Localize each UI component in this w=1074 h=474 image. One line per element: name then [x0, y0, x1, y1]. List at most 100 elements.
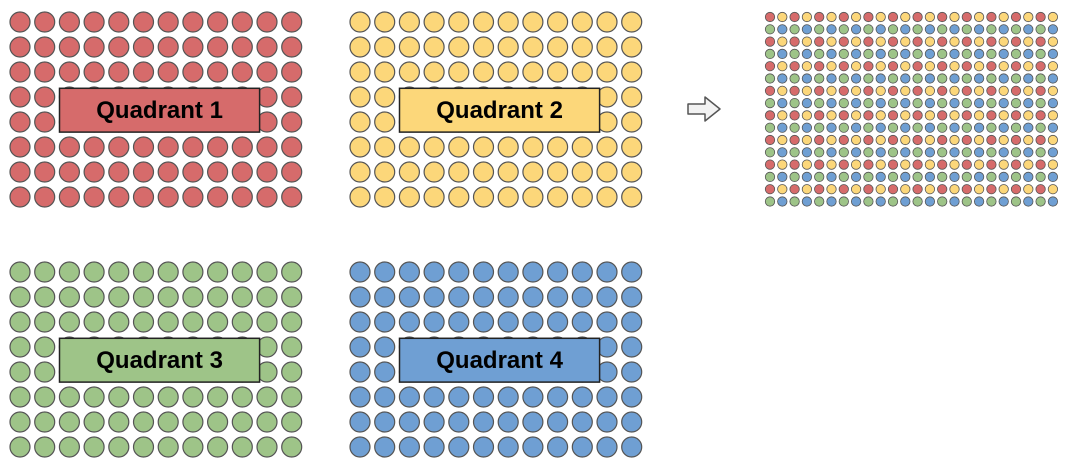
merged-dot: [887, 159, 899, 170]
merged-dot: [961, 196, 972, 207]
merged-dot: [850, 196, 862, 207]
quadrant-1-dot: [9, 111, 31, 133]
merged-dot: [900, 147, 911, 158]
quadrant-2-dot: [621, 61, 643, 83]
merged-dot: [777, 48, 788, 60]
merged-dot: [838, 73, 849, 84]
quadrant-3-dot: [281, 386, 303, 408]
quadrant-1-dot: [207, 186, 229, 208]
quadrant-3-dot: [83, 261, 105, 283]
quadrant-4-group: Quadrant 4: [349, 261, 643, 458]
merged-dot: [826, 85, 837, 96]
quadrant-3-dot: [108, 286, 130, 308]
quadrant-3-dot: [132, 411, 155, 433]
merged-dot: [1047, 184, 1059, 195]
quadrant-3-dot: [83, 436, 105, 458]
quadrant-4-dot: [546, 386, 569, 408]
merged-dot: [973, 24, 985, 35]
quadrant-2-dot: [571, 11, 593, 33]
merged-dot: [764, 11, 776, 23]
merged-dot: [887, 73, 899, 84]
merged-dot: [863, 134, 874, 146]
quadrant-2-dot: [398, 161, 420, 183]
quadrant-2-group: Quadrant 2: [349, 11, 643, 208]
merged-dot: [789, 24, 800, 35]
merged-dot: [789, 11, 800, 23]
quadrant-2-dot: [374, 111, 396, 133]
merged-dot: [1023, 98, 1034, 109]
merged-dot: [998, 159, 1009, 170]
quadrant-1-dot: [256, 161, 278, 183]
quadrant-3-dot: [231, 436, 253, 458]
merged-dot: [838, 98, 849, 109]
quadrant-2-dot: [596, 61, 618, 83]
quadrant-4-dot: [448, 411, 470, 433]
merged-dot: [986, 98, 997, 109]
merged-dot: [973, 134, 985, 146]
merged-dot: [764, 171, 776, 182]
merged-dot: [838, 85, 849, 96]
quadrant-2-dot: [522, 136, 544, 158]
quadrant-1-dot: [9, 61, 31, 83]
quadrant-3-dot: [83, 411, 105, 433]
quadrant-3-dot: [34, 311, 56, 333]
merged-dot: [998, 24, 1009, 35]
merged-dot: [961, 11, 972, 23]
merged-dot: [814, 36, 825, 47]
quadrant-4-dot: [472, 386, 495, 408]
merged-dot: [949, 36, 960, 47]
merged-dot: [850, 171, 862, 182]
quadrant-2-dot: [349, 86, 371, 108]
quadrant-1-dot: [132, 186, 155, 208]
quadrant-1-dot: [132, 11, 155, 33]
merged-dot: [973, 73, 985, 84]
merged-dot: [1047, 159, 1059, 170]
merged-dot: [1023, 171, 1034, 182]
quadrant-1-dot: [34, 136, 56, 158]
merged-dot: [986, 134, 997, 146]
merged-dot: [924, 11, 936, 23]
merged-dot: [1047, 110, 1059, 121]
merged-dot: [826, 171, 837, 182]
quadrant-1-dot: [58, 136, 81, 158]
quadrant-3-dot: [207, 386, 229, 408]
merged-dot: [814, 61, 825, 72]
quadrant-3-dot: [58, 261, 81, 283]
merged-dot: [887, 147, 899, 158]
merged-dot: [764, 61, 776, 72]
quadrant-1-dot: [157, 136, 179, 158]
merged-dot: [961, 73, 972, 84]
quadrant-1-dot: [157, 36, 179, 58]
merged-dot: [887, 98, 899, 109]
quadrant-4-dot: [522, 436, 544, 458]
merged-dot: [814, 134, 825, 146]
quadrant-1-dot: [231, 136, 253, 158]
merged-dot: [1035, 98, 1046, 109]
quadrant-4-dot: [546, 311, 569, 333]
merged-dot: [850, 110, 862, 121]
quadrant-4-dot: [621, 311, 643, 333]
quadrant-2-dot: [448, 136, 470, 158]
merged-dot: [826, 134, 837, 146]
quadrant-3-dot: [207, 261, 229, 283]
quadrant-3-group: Quadrant 3: [9, 261, 303, 458]
quadrant-2-dot: [472, 136, 495, 158]
merged-dot: [912, 85, 923, 96]
merged-dot: [961, 122, 972, 133]
quadrant-3-dot: [34, 436, 56, 458]
merged-dot: [850, 98, 862, 109]
merged-dot: [764, 73, 776, 84]
merged-dot: [887, 122, 899, 133]
merged-dot: [949, 24, 960, 35]
right-arrow-icon: [687, 96, 721, 122]
merged-dot: [924, 134, 936, 146]
merged-dot: [986, 110, 997, 121]
merged-dot: [998, 196, 1009, 207]
merged-dot: [1035, 184, 1046, 195]
quadrant-1-dot: [58, 11, 81, 33]
quadrant-1-dot: [182, 36, 204, 58]
quadrant-3-dot: [157, 436, 179, 458]
merged-dot: [1010, 61, 1022, 72]
quadrant-4-dot: [423, 411, 445, 433]
merged-dot: [912, 184, 923, 195]
